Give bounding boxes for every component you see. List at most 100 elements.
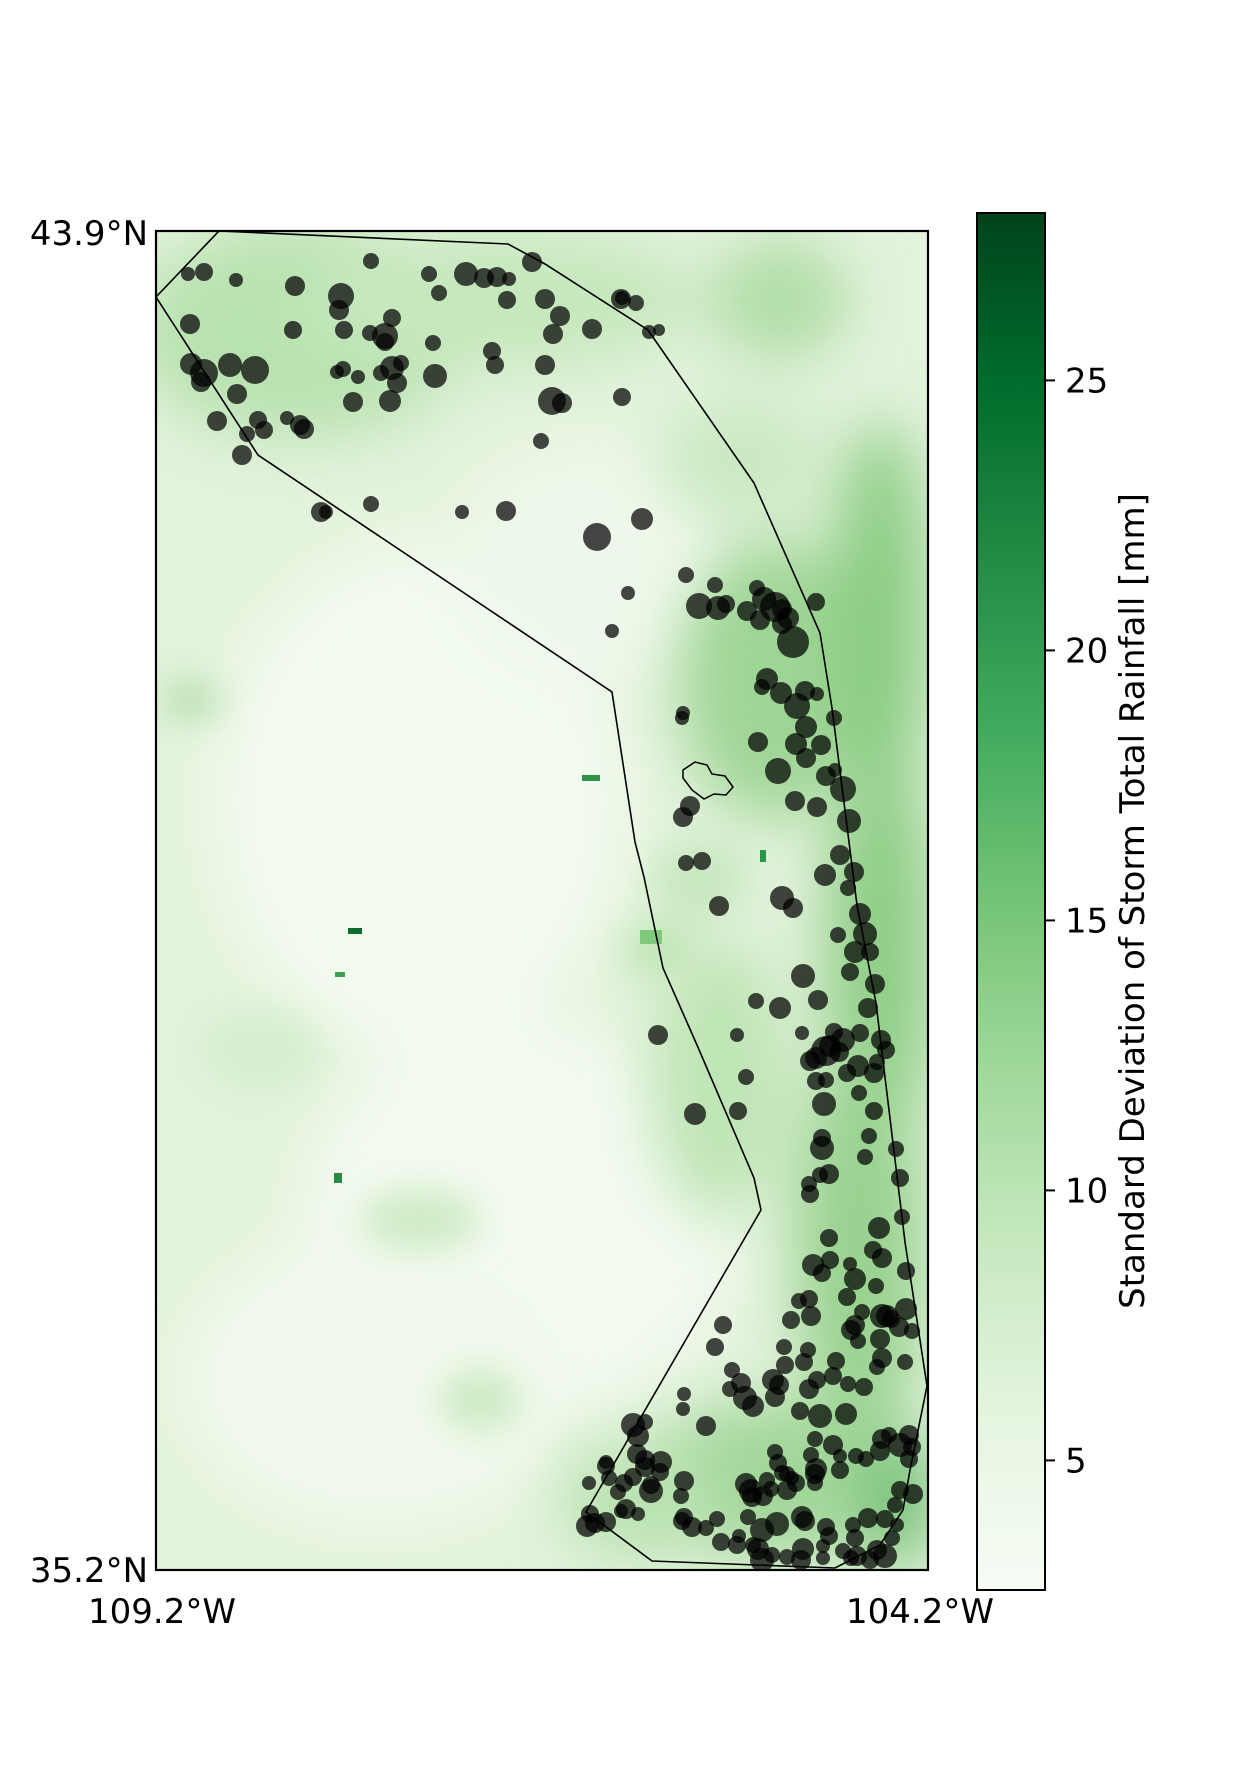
gauge-marker xyxy=(884,1530,900,1546)
gauge-marker xyxy=(876,1510,894,1528)
gauge-marker xyxy=(673,807,693,827)
gauge-marker xyxy=(844,862,864,882)
colorbar-label: Standard Deviation of Storm Total Rainfa… xyxy=(1113,493,1153,1309)
gauge-marker xyxy=(791,1402,809,1420)
gauge-marker xyxy=(858,998,878,1018)
gauge-marker xyxy=(596,1512,616,1532)
gauge-marker xyxy=(772,614,792,634)
gauge-marker xyxy=(709,1511,725,1527)
gauge-marker xyxy=(835,1543,851,1559)
gauge-marker xyxy=(808,990,828,1010)
gauge-marker xyxy=(795,1511,815,1531)
gauge-marker xyxy=(678,855,694,871)
gauge-marker xyxy=(631,508,653,530)
colorbar-tick-label: 25 xyxy=(1065,361,1108,401)
gauge-marker xyxy=(343,392,363,412)
gauge-marker xyxy=(887,1497,903,1513)
colorbar: 5 10 15 20 25 Standard Deviation of Storm To… xyxy=(976,212,1153,1591)
gauge-marker xyxy=(861,1128,877,1144)
gauge-marker xyxy=(207,411,227,431)
gauge-marker xyxy=(855,1378,873,1396)
gauge-marker xyxy=(870,1329,890,1349)
gauge-marker xyxy=(833,1449,847,1463)
gauge-marker xyxy=(729,1102,747,1120)
gauge-marker xyxy=(820,1229,838,1247)
gauge-marker xyxy=(722,1381,738,1397)
gauge-marker xyxy=(748,732,768,752)
gauge-marker xyxy=(795,1353,813,1371)
gauge-marker xyxy=(869,1359,885,1375)
gauge-marker xyxy=(180,314,200,334)
gauge-marker xyxy=(849,903,871,925)
gauge-marker xyxy=(615,291,629,305)
colorbar-gradient xyxy=(976,212,1046,1591)
gauge-marker xyxy=(745,1537,761,1553)
gauge-marker xyxy=(795,1026,809,1040)
map-frame xyxy=(154,229,930,1572)
gauge-marker xyxy=(831,1461,849,1479)
gauge-marker xyxy=(807,1431,823,1447)
gauge-marker xyxy=(807,797,827,817)
gauge-marker xyxy=(218,353,242,377)
gauge-marker xyxy=(425,335,441,351)
gauge-marker xyxy=(651,1463,669,1481)
gauge-marker xyxy=(285,276,305,296)
gauge-marker xyxy=(543,324,563,344)
gauge-marker xyxy=(229,273,243,287)
gauge-marker xyxy=(195,263,213,281)
gauge-marker xyxy=(455,505,469,519)
gauge-marker xyxy=(431,285,447,301)
gauge-marker xyxy=(820,1527,838,1545)
gauge-marker xyxy=(635,1450,655,1470)
gauge-marker xyxy=(682,1517,702,1537)
gauge-marker xyxy=(811,735,831,755)
gauge-marker xyxy=(363,496,379,512)
gauge-marker xyxy=(830,845,850,865)
gauge-marker xyxy=(707,577,723,593)
gauge-marker xyxy=(845,1517,861,1533)
gauge-marker xyxy=(335,361,351,377)
gauge-marker xyxy=(787,1474,805,1492)
gauge-marker xyxy=(765,1512,789,1536)
gauge-marker xyxy=(888,1141,904,1157)
gauge-marker xyxy=(891,1169,909,1187)
gauge-marker xyxy=(894,1209,910,1225)
gauge-marker xyxy=(487,267,507,287)
gauge-marker xyxy=(648,1025,668,1045)
gauge-marker xyxy=(779,1549,795,1565)
gauge-marker xyxy=(677,1387,691,1401)
gauge-marker xyxy=(830,776,856,802)
gauge-marker xyxy=(890,1518,904,1532)
gauge-marker xyxy=(724,1362,740,1378)
gauge-marker xyxy=(639,1479,663,1503)
gauge-marker xyxy=(769,1375,789,1395)
gauge-marker xyxy=(774,1465,790,1481)
gauge-marker xyxy=(865,974,885,994)
gauge-marker xyxy=(845,1315,865,1335)
gauge-marker xyxy=(803,1447,819,1463)
gauge-marker xyxy=(838,1064,856,1082)
gauge-marker xyxy=(740,1509,756,1525)
gauge-marker xyxy=(765,758,791,784)
gauge-marker xyxy=(379,390,401,412)
gauge-marker xyxy=(795,716,817,738)
gauge-marker xyxy=(791,1293,807,1309)
gauge-marker xyxy=(742,1395,764,1417)
gauge-marker xyxy=(678,567,694,583)
gauge-marker xyxy=(717,595,735,613)
gauge-marker xyxy=(535,355,555,375)
gauge-marker xyxy=(869,1054,885,1070)
gauge-marker xyxy=(868,1278,884,1294)
gauge-marker xyxy=(714,1316,732,1334)
gauge-marker xyxy=(877,1041,895,1059)
gauge-marker xyxy=(830,927,846,943)
gauge-marker xyxy=(454,262,478,286)
gauge-marker xyxy=(812,1167,828,1183)
gauge-marker xyxy=(812,1092,836,1116)
gauge-marker xyxy=(712,1533,730,1551)
gauge-marker xyxy=(826,710,842,726)
gauge-marker xyxy=(423,364,447,388)
gauge-marker xyxy=(897,1354,913,1370)
gauge-marker xyxy=(249,411,267,429)
